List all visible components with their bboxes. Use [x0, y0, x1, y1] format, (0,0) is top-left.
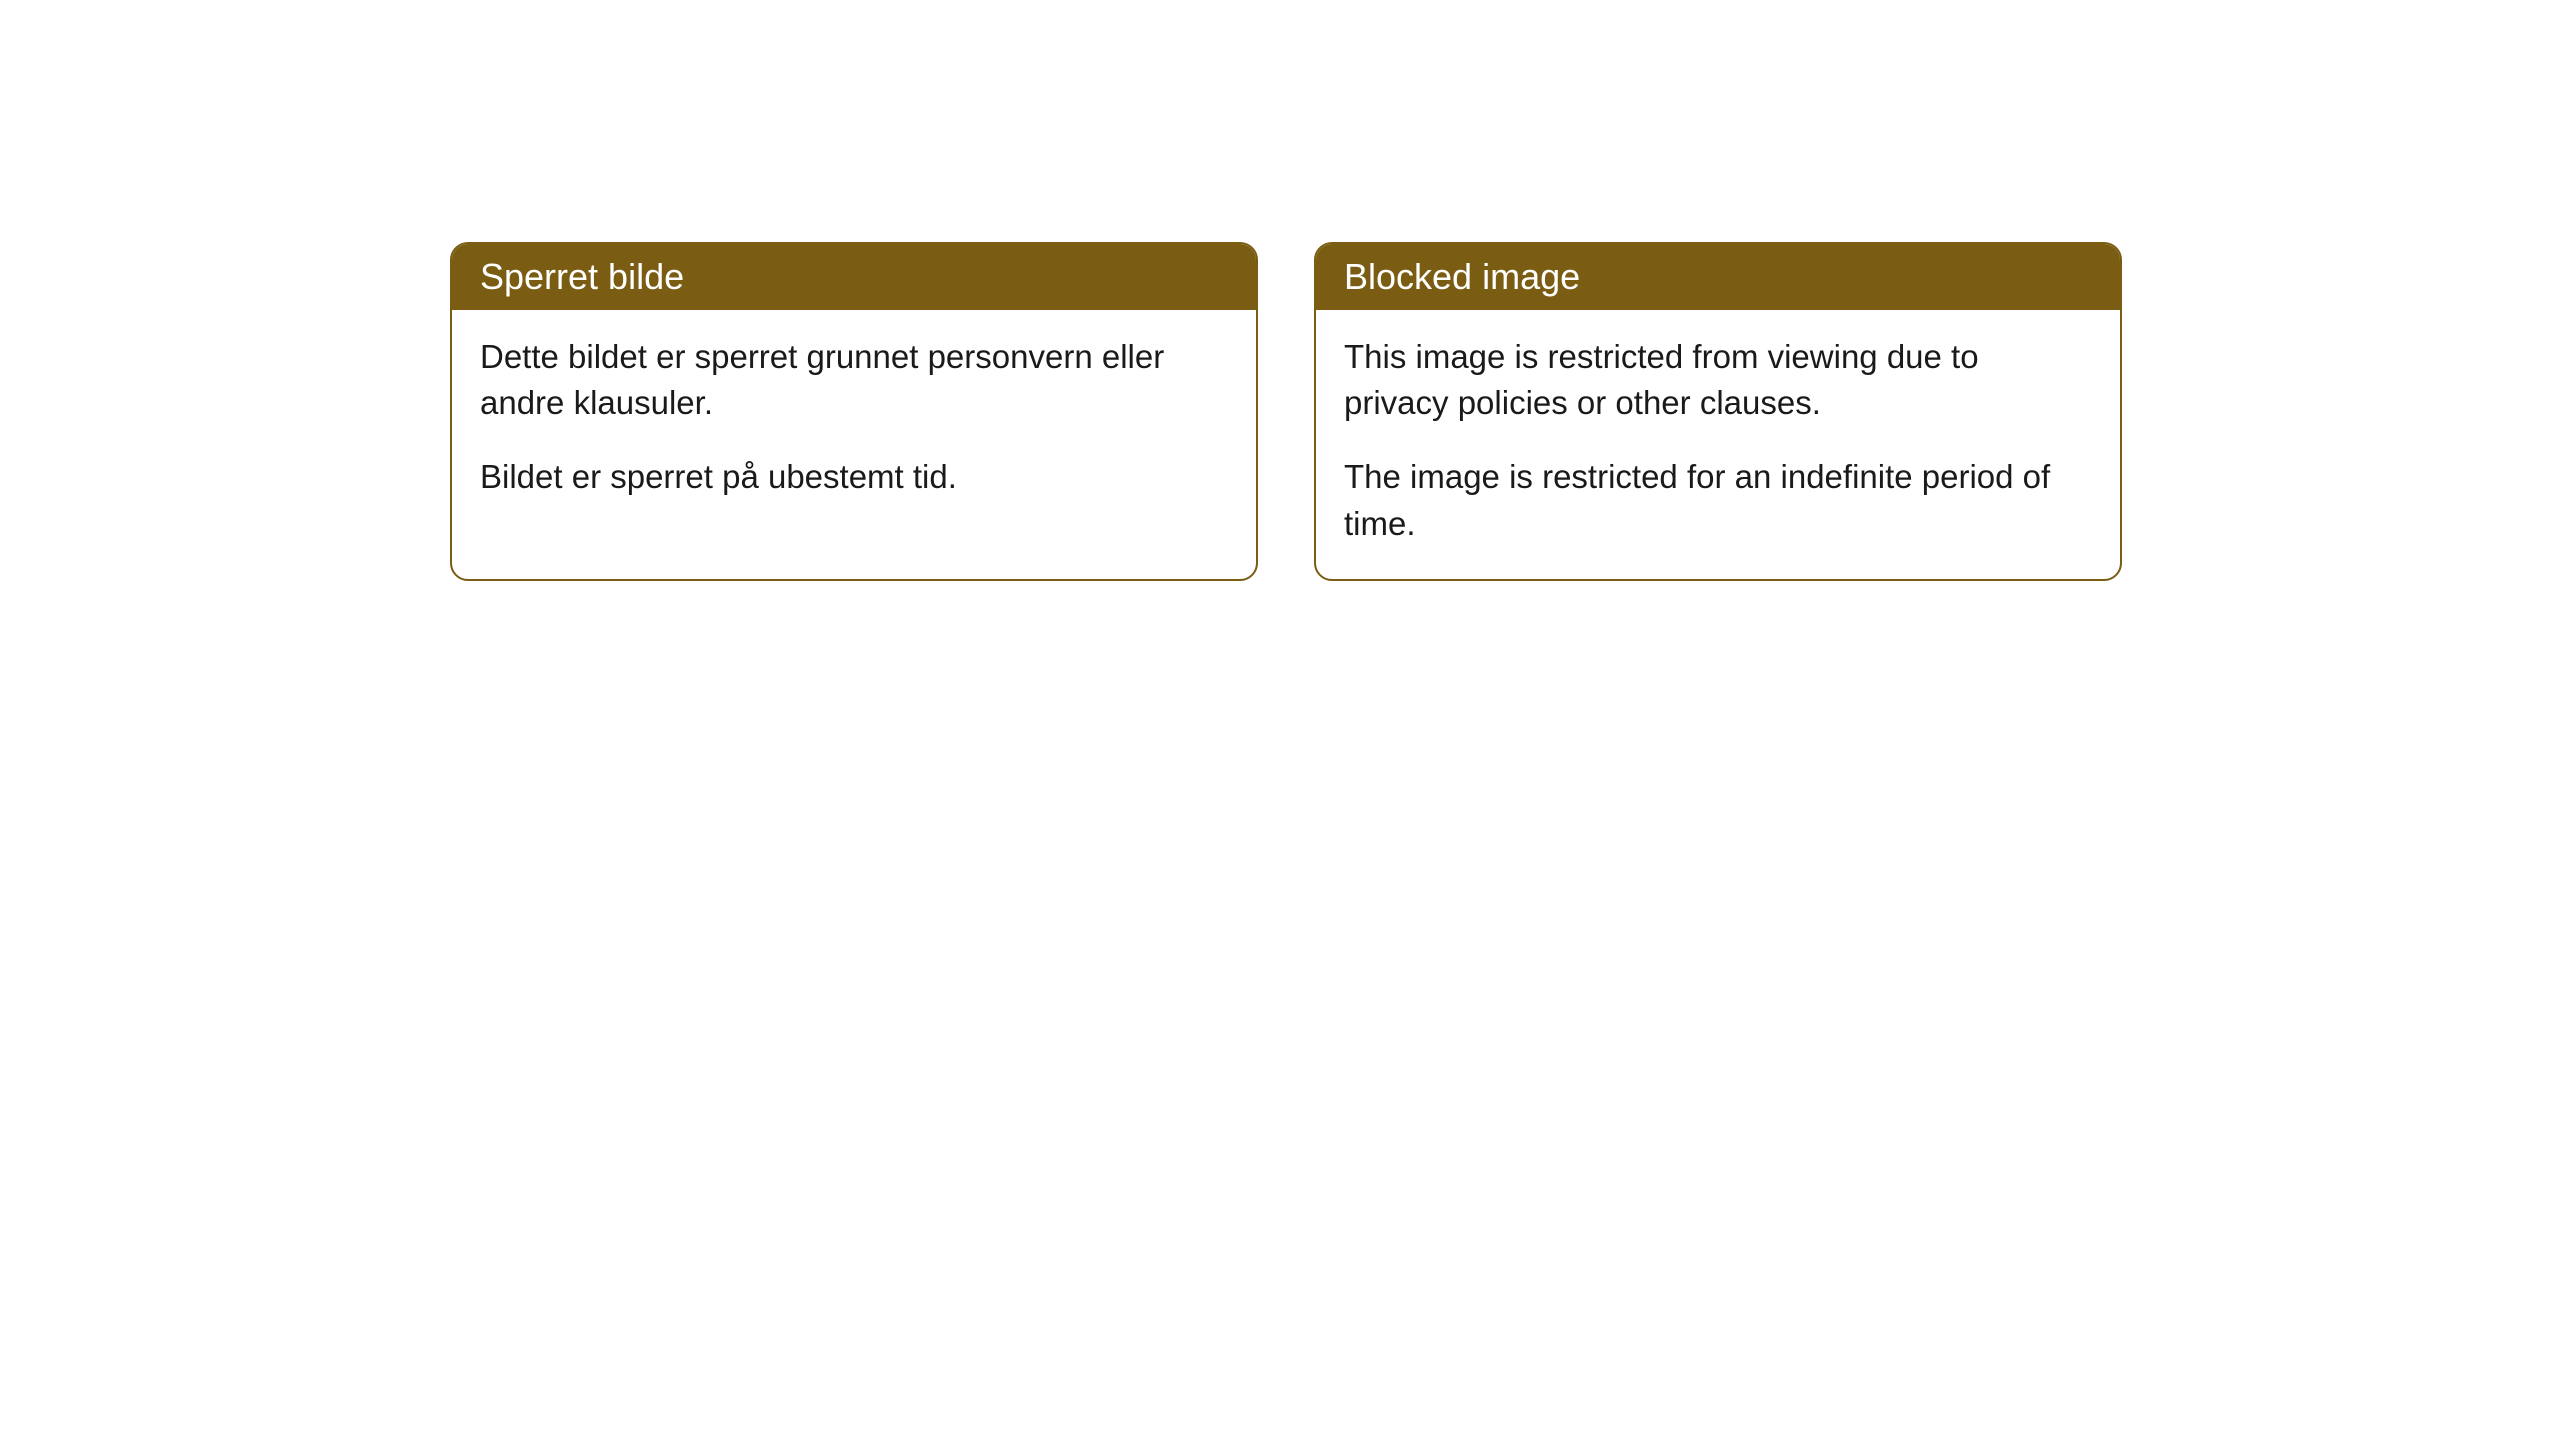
card-title: Blocked image [1344, 256, 1580, 297]
card-body: Dette bildet er sperret grunnet personve… [452, 310, 1256, 533]
card-header: Sperret bilde [452, 244, 1256, 310]
notice-container: Sperret bilde Dette bildet er sperret gr… [450, 242, 2122, 581]
card-paragraph: The image is restricted for an indefinit… [1344, 454, 2092, 546]
card-paragraph: Dette bildet er sperret grunnet personve… [480, 334, 1228, 426]
card-paragraph: This image is restricted from viewing du… [1344, 334, 2092, 426]
card-title: Sperret bilde [480, 256, 684, 297]
card-paragraph: Bildet er sperret på ubestemt tid. [480, 454, 1228, 500]
card-header: Blocked image [1316, 244, 2120, 310]
card-body: This image is restricted from viewing du… [1316, 310, 2120, 579]
notice-card-english: Blocked image This image is restricted f… [1314, 242, 2122, 581]
notice-card-norwegian: Sperret bilde Dette bildet er sperret gr… [450, 242, 1258, 581]
